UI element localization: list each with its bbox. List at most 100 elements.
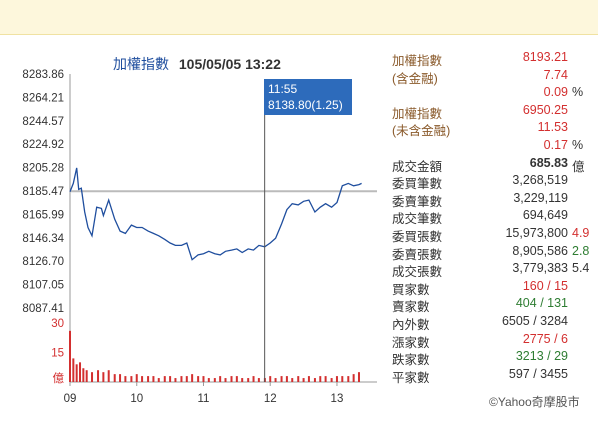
stat-row: 委賣張數 8,905,586 2.8	[392, 244, 592, 262]
volume-bar	[302, 378, 305, 382]
y-tick-label: 8165.99	[22, 209, 64, 221]
stat-row: 委買筆數 3,268,519	[392, 173, 592, 191]
volume-bar	[130, 376, 133, 382]
stat-value: 685.83	[529, 155, 568, 170]
stat-suffix: 4.9	[572, 226, 590, 240]
volume-bar	[152, 376, 155, 382]
stat-key: 內外數	[392, 318, 430, 332]
volume-bar	[202, 376, 205, 382]
volume-bar	[347, 376, 350, 382]
y-tick-label: 8205.28	[22, 163, 64, 175]
cursor-tooltip: 11:55 8138.80(1.25)	[264, 79, 352, 115]
stat-key: 買家數	[392, 282, 430, 297]
volume-bar	[207, 378, 210, 382]
volume-unit-label: 億	[53, 372, 65, 385]
volume-bar	[285, 376, 288, 382]
stat-value: 694,649	[522, 208, 568, 223]
stat-row: 委賣筆數 3,229,119	[392, 191, 592, 209]
stat-key: 成交張數	[392, 265, 443, 280]
volume-bar	[197, 376, 200, 382]
volume-bar	[297, 376, 300, 382]
volume-bar	[72, 358, 75, 382]
y-tick-label: 8244.57	[22, 116, 64, 128]
volume-bar	[252, 376, 255, 382]
volume-bar	[269, 376, 272, 382]
stat-value: 3,268,519	[512, 173, 568, 188]
stat-suffix: 億	[572, 159, 585, 174]
stat-value: 3,229,119	[513, 190, 568, 205]
stat-key: 委賣張數	[392, 247, 443, 262]
volume-y-tick-label: 15	[51, 348, 64, 360]
stat-value: 160 / 15	[522, 278, 568, 293]
stat-value: 0.17	[543, 138, 568, 152]
stat-key: 成交金額	[392, 159, 443, 174]
stat-key: 加權指數	[392, 54, 443, 68]
stat-value: 597 / 3455	[508, 366, 568, 381]
volume-bar	[147, 376, 150, 382]
copyright-text: ©Yahoo奇摩股市	[489, 395, 580, 409]
x-tick-label: 11	[198, 393, 210, 405]
volume-bar	[224, 378, 227, 382]
stat-value: 8193.21	[522, 50, 568, 64]
stat-row: (未含金融) 11.53	[392, 120, 592, 138]
stat-suffix: %	[572, 85, 584, 100]
stat-value: 7.74	[543, 67, 568, 82]
volume-bar	[241, 378, 244, 382]
stat-suffix: 2.8	[572, 243, 590, 258]
stat-row: 委買張數 15,973,800 4.9	[392, 226, 592, 244]
volume-bar	[319, 376, 322, 382]
x-tick-label: 12	[264, 393, 277, 405]
stat-row: 0.09%	[392, 85, 592, 103]
stat-value: 6950.25	[522, 102, 568, 117]
volume-bar	[235, 376, 238, 382]
stat-row: 跌家數 3213 / 29	[392, 349, 592, 367]
volume-bar	[75, 364, 78, 382]
y-tick-label: 8185.47	[22, 186, 64, 198]
stat-key: 加權指數	[392, 106, 443, 121]
volume-bar	[97, 370, 100, 382]
volume-bar	[291, 378, 294, 382]
volume-bar	[230, 376, 233, 382]
stat-value: 11.53	[537, 120, 568, 135]
stat-row: 買家數 160 / 15	[392, 279, 592, 297]
stat-key: 成交筆數	[392, 212, 443, 227]
y-tick-label: 8264.21	[22, 92, 64, 104]
volume-bar	[82, 368, 85, 382]
stat-row: 內外數 6505 / 3284	[392, 314, 592, 332]
volume-bar	[113, 374, 116, 382]
volume-bar	[141, 376, 144, 382]
volume-bar	[257, 378, 260, 382]
stat-key: 委買張數	[392, 230, 443, 244]
stat-key: 平家數	[392, 370, 430, 385]
volume-bar	[324, 376, 327, 382]
y-tick-label: 8126.70	[22, 256, 64, 268]
volume-bar	[313, 378, 316, 382]
volume-bar	[280, 376, 283, 382]
volume-bar	[119, 374, 122, 382]
volume-bar	[163, 376, 166, 382]
volume-bar	[85, 370, 88, 382]
volume-bar	[213, 378, 216, 382]
stat-row: 漲家數 2775 / 6	[392, 332, 592, 350]
stat-value: 8,905,586	[512, 243, 568, 258]
index-chart[interactable]: 8283.86 8264.21 8244.57 8224.92 8205.28 8185.…	[0, 60, 385, 412]
index-line	[69, 167, 362, 261]
stat-key: 委賣筆數	[392, 194, 443, 209]
stat-value: 3213 / 29	[515, 349, 568, 364]
datetime-label: 105/05/05 13:22	[178, 56, 281, 72]
volume-bar	[185, 376, 188, 382]
index-label[interactable]: 加權指數	[113, 56, 169, 72]
stat-row: 加權指數 8193.21	[392, 50, 592, 68]
volume-bar	[107, 370, 110, 382]
x-tick-label: 13	[331, 393, 344, 405]
stat-value: 3,779,383	[512, 261, 568, 276]
volume-bar	[124, 376, 127, 382]
stat-key: 賣家數	[392, 300, 430, 315]
top-banner	[0, 0, 598, 35]
stat-row: 0.17%	[392, 138, 592, 156]
y-tick-label: 8146.34	[22, 233, 64, 245]
stat-row: 加權指數 6950.25	[392, 103, 592, 121]
stat-key: (含金融)	[392, 71, 438, 86]
stat-value: 404 / 131	[515, 296, 568, 311]
y-tick-label: 8224.92	[22, 139, 64, 151]
